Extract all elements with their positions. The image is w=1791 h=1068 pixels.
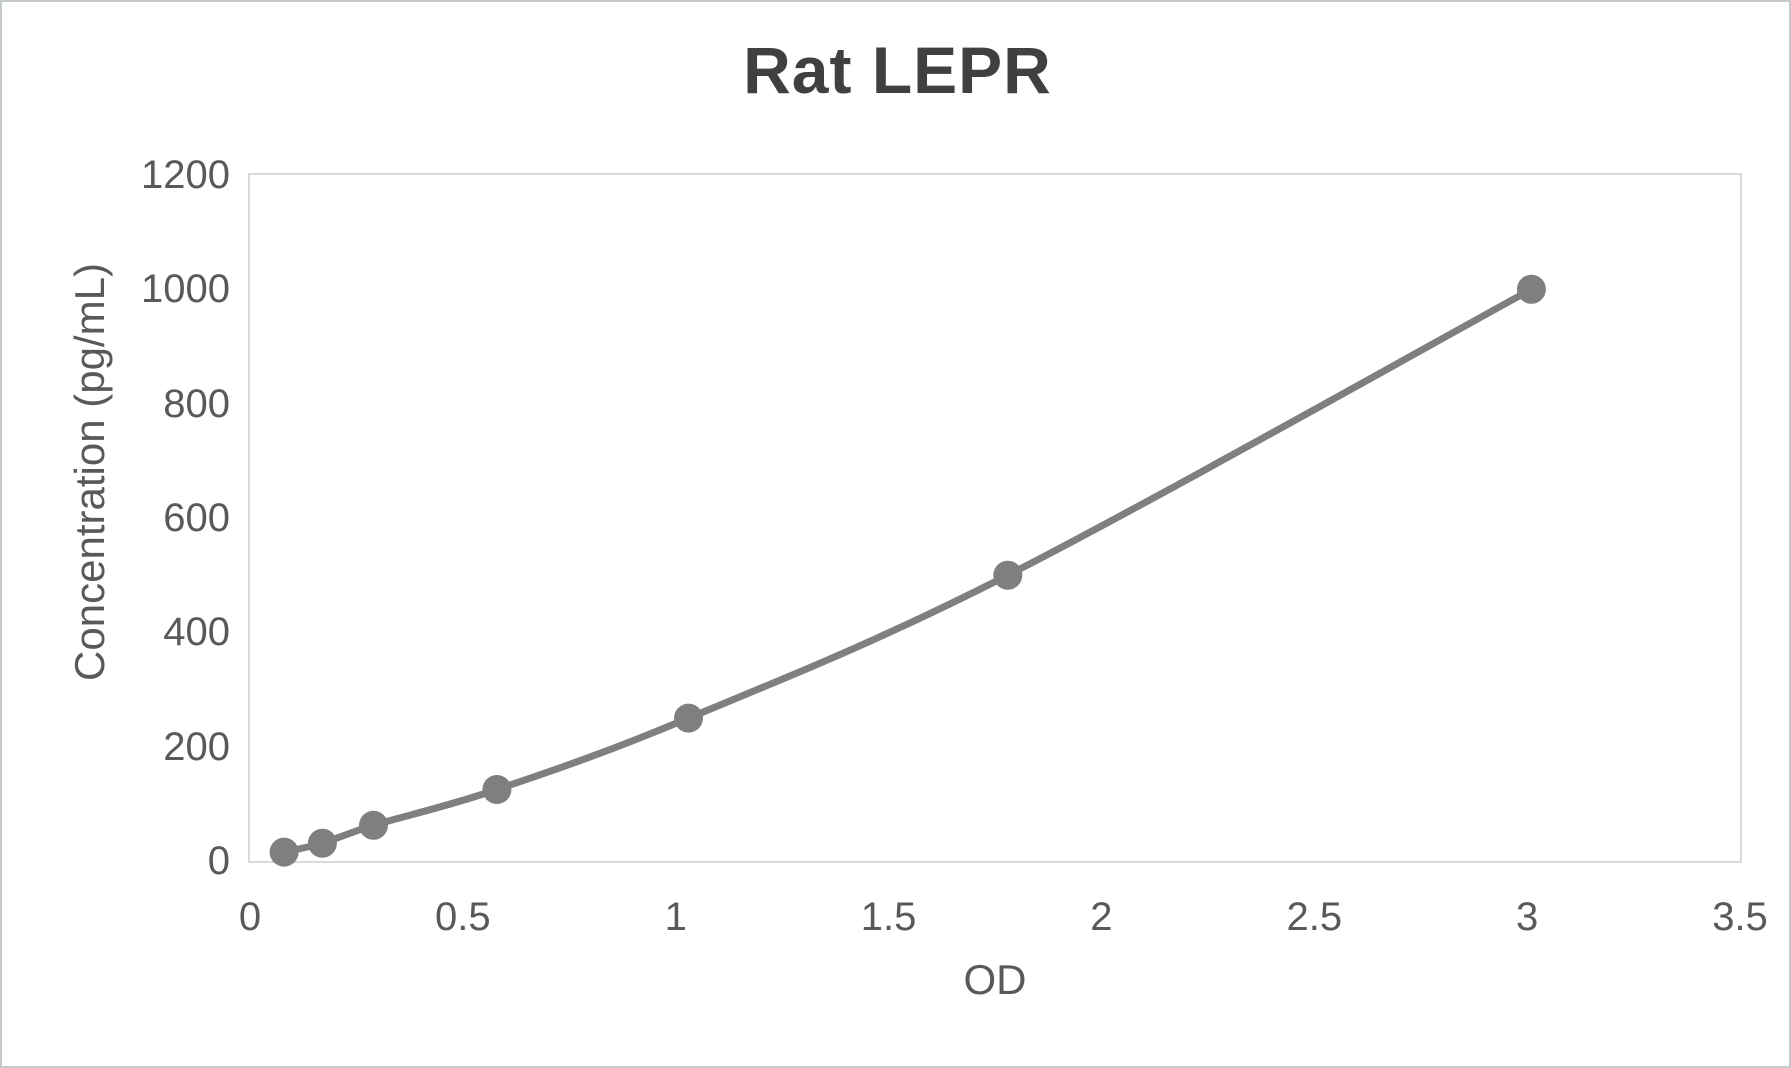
chart-title: Rat LEPR (743, 33, 1052, 107)
x-tick-label: 1.5 (860, 895, 917, 939)
data-point-marker (482, 775, 512, 804)
x-tick-label: 3.5 (1712, 895, 1768, 939)
data-point-marker (1516, 274, 1546, 304)
y-tick-label: 600 (163, 496, 230, 540)
y-tick-label: 1200 (141, 153, 230, 197)
y-tick-label: 200 (163, 724, 230, 769)
data-point-marker (269, 837, 299, 867)
data-point-marker (674, 703, 703, 733)
data-point-marker (307, 828, 337, 858)
x-axis-title: OD (963, 956, 1027, 1003)
x-tick-label: 3 (1516, 895, 1539, 939)
x-tick-label: 0.5 (435, 895, 491, 939)
y-tick-label: 1000 (141, 267, 230, 312)
data-point-marker (359, 810, 388, 840)
x-tick-label: 2.5 (1286, 895, 1343, 939)
y-tick-label: 400 (163, 610, 230, 655)
y-tick-label: 800 (163, 381, 230, 426)
plot-area (248, 173, 1742, 867)
standard-curve-line (280, 285, 1535, 856)
x-tick-label: 2 (1090, 895, 1113, 939)
x-tick-label: 0 (238, 895, 262, 939)
x-tick-label: 1 (664, 895, 687, 939)
standard-curve-plot (269, 274, 1546, 867)
y-tick-label: 0 (207, 839, 230, 883)
data-point-marker (993, 560, 1023, 590)
